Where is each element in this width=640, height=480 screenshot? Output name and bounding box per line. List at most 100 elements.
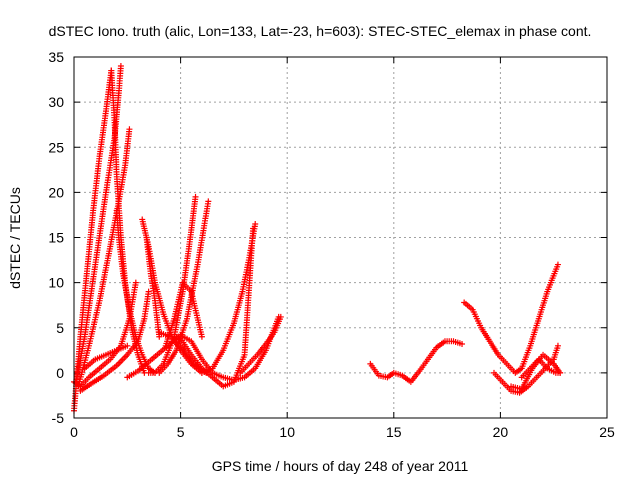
series-marker-trail [125, 340, 140, 356]
data-point [205, 198, 212, 205]
data-series [518, 356, 564, 381]
series-marker-trail [147, 366, 157, 375]
series-marker-trail [392, 370, 404, 378]
series-marker-trail [221, 322, 236, 352]
series-marker-trail [72, 380, 82, 389]
series-marker-trail [126, 282, 139, 320]
data-series [73, 63, 124, 385]
data-point [554, 261, 561, 268]
series-marker-trail [166, 349, 179, 365]
series-marker-trail [120, 273, 132, 311]
series-marker-trail [147, 369, 156, 376]
y-tick-label: 0 [56, 365, 64, 381]
series-marker-trail [158, 330, 171, 339]
data-series [237, 313, 284, 376]
series-marker-trail [73, 336, 88, 383]
series-marker-trail [118, 318, 132, 347]
series-marker-trail [552, 362, 562, 375]
series-marker-trail [143, 236, 154, 275]
y-axis-label: dSTEC / TECUs [7, 187, 23, 289]
series-marker-trail [426, 346, 438, 361]
series-marker-trail [243, 366, 257, 379]
series-marker-trail [178, 344, 189, 356]
series-marker-trail [513, 366, 524, 375]
series-marker-trail [185, 353, 196, 365]
series-marker-trail [452, 339, 463, 347]
series-marker-trail [535, 367, 547, 379]
plot-frame [73, 56, 608, 419]
series-marker-trail [444, 338, 455, 345]
y-tick-label: 25 [48, 139, 64, 155]
y-tick-label: 5 [56, 320, 64, 336]
data-point [145, 288, 152, 295]
series-marker-trail [526, 376, 538, 388]
series-marker-trail [470, 309, 484, 329]
data-series [81, 342, 131, 372]
series-marker-trail [87, 366, 101, 379]
data-series [198, 220, 259, 376]
series-marker-trail [210, 349, 226, 370]
series-marker-trail [171, 282, 186, 320]
series-marker-trail [148, 273, 158, 302]
data-series [162, 279, 205, 349]
series-marker-trail [115, 353, 129, 368]
series-marker-trail [79, 376, 91, 388]
x-tick-label: 15 [386, 424, 402, 440]
x-tick-label: 5 [177, 424, 185, 440]
series-marker-trail [126, 369, 139, 380]
series-marker-trail [492, 371, 504, 384]
series-marker-trail [545, 263, 561, 293]
series-marker-trail [92, 191, 109, 266]
series-marker-trail [546, 366, 557, 375]
series-marker-trail [409, 369, 421, 384]
series-marker-trail [98, 357, 112, 370]
y-tick-label: 10 [48, 275, 64, 291]
series-marker-trail [510, 388, 521, 396]
data-point [252, 220, 259, 227]
series-marker-trail [253, 349, 268, 370]
data-series [77, 288, 152, 394]
series-marker-trail [188, 291, 205, 338]
series-marker-trail [417, 358, 430, 373]
series-marker-trail [94, 352, 107, 362]
series-marker-trail [136, 360, 150, 373]
data-point [192, 193, 199, 200]
data-point [132, 279, 139, 286]
series-marker-trail [147, 351, 161, 364]
series-marker-trail [135, 318, 147, 342]
grid [74, 57, 607, 418]
series-marker-trail [178, 337, 193, 356]
series-marker-trail [86, 300, 102, 347]
series-marker-trail [89, 373, 105, 386]
data-point [459, 340, 466, 347]
x-tick-label: 25 [599, 424, 615, 440]
series-marker-trail [116, 65, 124, 94]
series-marker-trail [401, 373, 413, 384]
series-marker-trail [97, 245, 113, 302]
series-marker-trail [179, 333, 193, 343]
data-series [145, 193, 199, 376]
series-marker-trail [116, 236, 126, 275]
y-tick-label: 30 [48, 94, 64, 110]
series-marker-trail [158, 362, 170, 375]
series-marker-trail [181, 281, 193, 293]
series-marker-trail [105, 348, 118, 357]
series-marker-trail [536, 290, 550, 320]
data-series [461, 261, 561, 376]
series-marker-trail [201, 366, 214, 375]
series-marker-trail [122, 128, 133, 166]
series-marker-trail [116, 164, 128, 202]
series-marker-trail [103, 137, 118, 193]
series-marker-trail [90, 155, 103, 211]
series-marker-trail [77, 273, 90, 338]
data-point [198, 333, 205, 340]
y-tick-label: 15 [48, 230, 64, 246]
y-tick-label: 35 [48, 49, 64, 65]
series-marker-trail [189, 353, 204, 370]
series-marker-trail [479, 326, 492, 343]
y-tick-label: -5 [52, 410, 65, 426]
series-marker-trail [113, 209, 122, 238]
series-marker-trail [186, 196, 199, 248]
series-marker-trail [239, 362, 251, 375]
